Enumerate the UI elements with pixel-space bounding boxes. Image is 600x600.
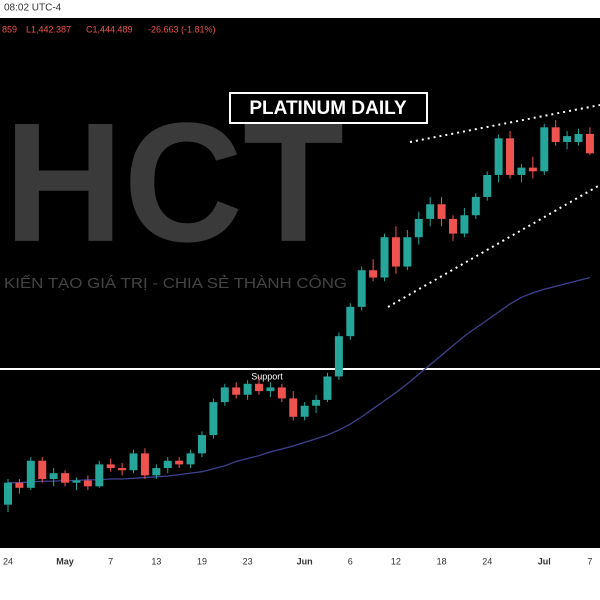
candle-body [289, 398, 298, 417]
candle-body [483, 174, 492, 197]
candle-body [426, 204, 435, 219]
candle-body [403, 237, 412, 267]
candle-body [448, 218, 457, 234]
x-tick-label: 24 [482, 556, 492, 566]
candle-body [585, 133, 594, 154]
moving-average [8, 276, 591, 484]
candle-body [49, 473, 58, 480]
candle-body [506, 138, 515, 175]
header-high: 859 [2, 24, 17, 34]
candle-body [26, 460, 35, 488]
candle-body [163, 460, 172, 469]
candle-body [323, 376, 332, 400]
candle-body [175, 460, 184, 465]
candle-body [437, 204, 446, 219]
support-label: Support [251, 371, 283, 381]
header-close: C1,444.489 [86, 24, 133, 34]
candle-body [118, 468, 127, 471]
watermark-slogan: KIẾN TẠO GIÁ TRỊ - CHIA SẺ THÀNH CÔNG [4, 275, 347, 292]
candle-body [414, 218, 423, 238]
candle-body [563, 136, 572, 142]
top-bar [0, 0, 600, 18]
candle-body [232, 387, 241, 395]
candle-body [129, 453, 138, 471]
candle-body [220, 387, 229, 403]
header-low: L1,442.387 [26, 24, 71, 34]
header-change: -26.663 (-1.81%) [148, 24, 216, 34]
candle-body [72, 480, 81, 483]
candle-body [369, 270, 378, 278]
candle-body [186, 453, 195, 465]
candle-body [312, 399, 321, 406]
candle-body [4, 482, 12, 505]
candle-body [380, 237, 389, 278]
x-tick-label: 13 [151, 556, 161, 566]
candle-body [494, 138, 503, 175]
candle-body [140, 453, 149, 476]
title-box [229, 92, 428, 124]
candle-body [266, 387, 275, 392]
candle-body [540, 127, 549, 172]
x-tick-label: May [56, 556, 74, 566]
x-tick-label: 24 [3, 556, 13, 566]
header-time: 08:02 UTC-4 [4, 3, 62, 14]
x-tick-label: 7 [587, 556, 592, 566]
candle-body [83, 480, 92, 487]
candle-body [528, 167, 537, 172]
candle-body [357, 270, 366, 307]
candle-body [277, 387, 286, 399]
candle-body [334, 336, 343, 377]
x-tick-label: 18 [437, 556, 447, 566]
candle-body [95, 464, 104, 487]
candle-body [471, 196, 480, 216]
candle-body [255, 383, 264, 392]
candle-body [209, 402, 218, 436]
candle-body [574, 133, 583, 142]
x-tick-label: Jun [297, 556, 313, 566]
candle-body [197, 435, 206, 454]
x-tick-label: 23 [243, 556, 253, 566]
candle-body [517, 167, 526, 175]
candle-body [391, 237, 400, 267]
chart-title: PLATINUM DAILY [249, 98, 407, 119]
candle-body [300, 405, 309, 417]
candle-body [243, 383, 252, 395]
candle-body [460, 215, 469, 234]
candle-body [346, 306, 355, 337]
candle-body [106, 464, 115, 469]
x-tick-label: 12 [391, 556, 401, 566]
x-tick-label: 19 [197, 556, 207, 566]
candle-body [551, 127, 560, 142]
wedge-upper [409, 104, 600, 143]
candle-body [152, 468, 161, 476]
x-tick-label: 6 [348, 556, 353, 566]
x-tick-label: 7 [108, 556, 113, 566]
candle-body [15, 482, 24, 488]
x-tick-label: Jul [538, 556, 551, 566]
candle-body [61, 473, 70, 483]
candle-body [38, 460, 47, 480]
